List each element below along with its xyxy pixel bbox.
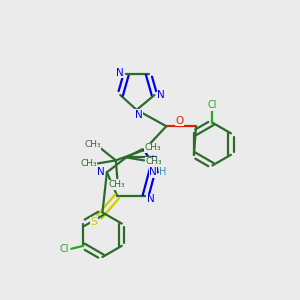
Text: Cl: Cl [59, 244, 69, 254]
Text: N: N [158, 90, 165, 100]
Text: N: N [135, 110, 142, 120]
Text: CH₃: CH₃ [146, 158, 162, 166]
Text: CH₃: CH₃ [109, 180, 126, 189]
Text: O: O [176, 116, 184, 126]
Text: N: N [97, 167, 105, 177]
Text: Cl: Cl [208, 100, 217, 110]
Text: CH₃: CH₃ [144, 143, 161, 152]
Text: N: N [149, 167, 157, 177]
Text: S: S [91, 217, 98, 227]
Text: N: N [116, 68, 123, 78]
Text: CH₃: CH₃ [80, 159, 97, 168]
Text: CH₃: CH₃ [84, 140, 101, 149]
Text: H: H [159, 167, 166, 177]
Text: N: N [147, 194, 155, 204]
